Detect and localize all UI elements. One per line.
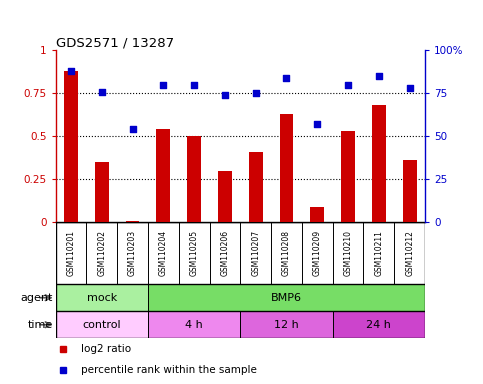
Text: GSM110201: GSM110201 <box>67 230 75 276</box>
Point <box>159 81 167 88</box>
Point <box>375 73 383 79</box>
Point <box>283 74 290 81</box>
Bar <box>372 105 386 222</box>
Point <box>221 92 229 98</box>
Bar <box>56 284 148 311</box>
Text: GSM110206: GSM110206 <box>220 230 229 276</box>
Text: agent: agent <box>21 293 53 303</box>
Bar <box>311 207 324 222</box>
Text: BMP6: BMP6 <box>271 293 302 303</box>
Bar <box>249 152 263 222</box>
Text: 12 h: 12 h <box>274 320 299 330</box>
Bar <box>240 311 333 338</box>
Point <box>190 81 198 88</box>
Bar <box>126 220 140 222</box>
Point <box>313 121 321 127</box>
Point <box>98 88 106 94</box>
Point <box>67 68 75 74</box>
Text: GSM110205: GSM110205 <box>190 230 199 276</box>
Point <box>344 81 352 88</box>
Point <box>128 126 136 132</box>
Text: GSM110204: GSM110204 <box>159 230 168 276</box>
Bar <box>403 161 416 222</box>
Text: time: time <box>28 320 53 330</box>
Text: GSM110203: GSM110203 <box>128 230 137 276</box>
Bar <box>95 162 109 222</box>
Text: GSM110207: GSM110207 <box>251 230 260 276</box>
Point <box>252 90 259 96</box>
Text: GSM110211: GSM110211 <box>374 230 384 276</box>
Bar <box>64 71 78 222</box>
Bar <box>156 129 170 222</box>
Text: GSM110209: GSM110209 <box>313 230 322 276</box>
Text: GSM110208: GSM110208 <box>282 230 291 276</box>
Text: GSM110202: GSM110202 <box>97 230 106 276</box>
Text: percentile rank within the sample: percentile rank within the sample <box>82 365 257 375</box>
Bar <box>218 170 232 222</box>
Text: GSM110210: GSM110210 <box>343 230 353 276</box>
Text: 4 h: 4 h <box>185 320 203 330</box>
Bar <box>148 284 425 311</box>
Bar <box>187 136 201 222</box>
Text: mock: mock <box>86 293 117 303</box>
Bar <box>341 131 355 222</box>
Text: log2 ratio: log2 ratio <box>82 344 131 354</box>
Text: GDS2571 / 13287: GDS2571 / 13287 <box>56 36 174 49</box>
Bar <box>148 311 241 338</box>
Text: control: control <box>83 320 121 330</box>
Text: GSM110212: GSM110212 <box>405 230 414 276</box>
Bar <box>280 114 293 222</box>
Bar <box>333 311 425 338</box>
Text: 24 h: 24 h <box>367 320 391 330</box>
Point <box>406 85 413 91</box>
Bar <box>56 311 148 338</box>
